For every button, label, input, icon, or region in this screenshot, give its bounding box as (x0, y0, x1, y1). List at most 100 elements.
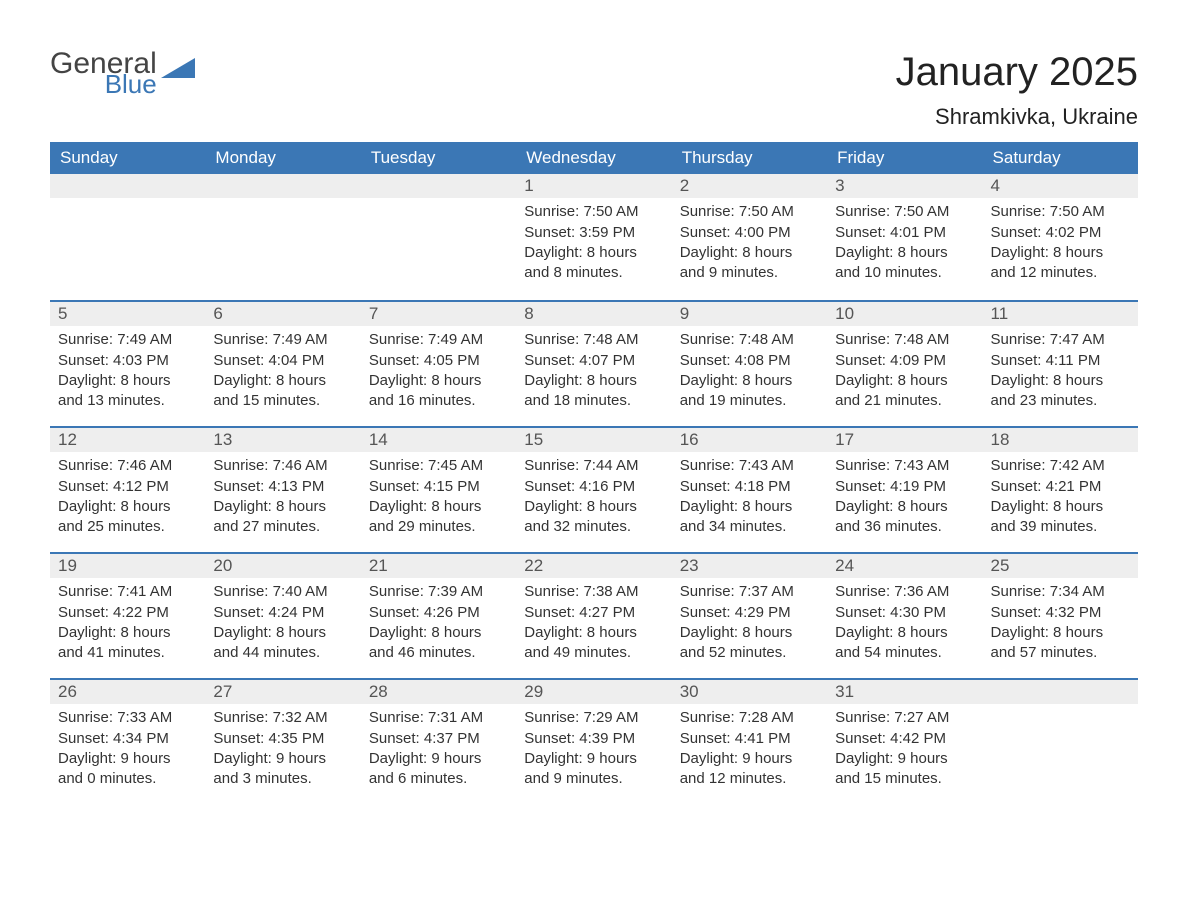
day-number: 28 (361, 678, 516, 704)
daylight-line: Daylight: 8 hours and 49 minutes. (524, 623, 663, 664)
day-details: Sunrise: 7:38 AMSunset: 4:27 PMDaylight:… (516, 578, 671, 667)
calendar-day-cell: 1Sunrise: 7:50 AMSunset: 3:59 PMDaylight… (516, 174, 671, 300)
sunset-line: Sunset: 4:41 PM (680, 729, 819, 749)
sunset-line: Sunset: 4:03 PM (58, 351, 197, 371)
calendar-table: SundayMondayTuesdayWednesdayThursdayFrid… (50, 142, 1138, 804)
day-details: Sunrise: 7:50 AMSunset: 3:59 PMDaylight:… (516, 198, 671, 287)
calendar-day-cell: 18Sunrise: 7:42 AMSunset: 4:21 PMDayligh… (983, 426, 1138, 552)
day-details: Sunrise: 7:50 AMSunset: 4:01 PMDaylight:… (827, 198, 982, 287)
daylight-line: Daylight: 8 hours and 12 minutes. (991, 243, 1130, 284)
calendar-day-cell: 3Sunrise: 7:50 AMSunset: 4:01 PMDaylight… (827, 174, 982, 300)
daylight-line: Daylight: 8 hours and 44 minutes. (213, 623, 352, 664)
day-number: 10 (827, 300, 982, 326)
day-number: 29 (516, 678, 671, 704)
calendar-day-cell: 2Sunrise: 7:50 AMSunset: 4:00 PMDaylight… (672, 174, 827, 300)
title-block: January 2025 (896, 50, 1138, 95)
sunrise-line: Sunrise: 7:49 AM (213, 330, 352, 350)
day-details: Sunrise: 7:47 AMSunset: 4:11 PMDaylight:… (983, 326, 1138, 415)
day-details: Sunrise: 7:43 AMSunset: 4:19 PMDaylight:… (827, 452, 982, 541)
daylight-line: Daylight: 8 hours and 13 minutes. (58, 371, 197, 412)
logo: General Blue (50, 50, 195, 96)
sunrise-line: Sunrise: 7:50 AM (991, 202, 1130, 222)
calendar-day-cell: 11Sunrise: 7:47 AMSunset: 4:11 PMDayligh… (983, 300, 1138, 426)
calendar-body: 1Sunrise: 7:50 AMSunset: 3:59 PMDaylight… (50, 174, 1138, 804)
day-details: Sunrise: 7:48 AMSunset: 4:07 PMDaylight:… (516, 326, 671, 415)
day-details: Sunrise: 7:46 AMSunset: 4:12 PMDaylight:… (50, 452, 205, 541)
calendar-day-cell: 14Sunrise: 7:45 AMSunset: 4:15 PMDayligh… (361, 426, 516, 552)
day-details: Sunrise: 7:27 AMSunset: 4:42 PMDaylight:… (827, 704, 982, 793)
calendar-day-cell: 16Sunrise: 7:43 AMSunset: 4:18 PMDayligh… (672, 426, 827, 552)
day-details: Sunrise: 7:49 AMSunset: 4:03 PMDaylight:… (50, 326, 205, 415)
daylight-line: Daylight: 8 hours and 46 minutes. (369, 623, 508, 664)
calendar-day-cell (50, 174, 205, 300)
calendar-day-cell: 13Sunrise: 7:46 AMSunset: 4:13 PMDayligh… (205, 426, 360, 552)
day-number: 13 (205, 426, 360, 452)
sunset-line: Sunset: 4:24 PM (213, 603, 352, 623)
sunset-line: Sunset: 4:21 PM (991, 477, 1130, 497)
calendar-day-cell: 28Sunrise: 7:31 AMSunset: 4:37 PMDayligh… (361, 678, 516, 804)
day-number: 8 (516, 300, 671, 326)
daylight-line: Daylight: 8 hours and 39 minutes. (991, 497, 1130, 538)
sunrise-line: Sunrise: 7:48 AM (835, 330, 974, 350)
day-details (361, 198, 516, 206)
day-details (50, 198, 205, 206)
daylight-line: Daylight: 8 hours and 21 minutes. (835, 371, 974, 412)
daylight-line: Daylight: 9 hours and 0 minutes. (58, 749, 197, 790)
sunset-line: Sunset: 4:13 PM (213, 477, 352, 497)
sunset-line: Sunset: 4:18 PM (680, 477, 819, 497)
day-details: Sunrise: 7:49 AMSunset: 4:04 PMDaylight:… (205, 326, 360, 415)
calendar-day-cell: 22Sunrise: 7:38 AMSunset: 4:27 PMDayligh… (516, 552, 671, 678)
daylight-line: Daylight: 9 hours and 15 minutes. (835, 749, 974, 790)
daylight-line: Daylight: 8 hours and 10 minutes. (835, 243, 974, 284)
sunrise-line: Sunrise: 7:39 AM (369, 582, 508, 602)
day-number: 17 (827, 426, 982, 452)
day-details (983, 704, 1138, 712)
day-details: Sunrise: 7:36 AMSunset: 4:30 PMDaylight:… (827, 578, 982, 667)
day-number: 16 (672, 426, 827, 452)
calendar-day-cell: 29Sunrise: 7:29 AMSunset: 4:39 PMDayligh… (516, 678, 671, 804)
month-title: January 2025 (896, 50, 1138, 95)
day-number: 27 (205, 678, 360, 704)
day-number (50, 174, 205, 198)
calendar-day-cell: 6Sunrise: 7:49 AMSunset: 4:04 PMDaylight… (205, 300, 360, 426)
sunset-line: Sunset: 4:11 PM (991, 351, 1130, 371)
calendar-week-row: 5Sunrise: 7:49 AMSunset: 4:03 PMDaylight… (50, 300, 1138, 426)
sunrise-line: Sunrise: 7:45 AM (369, 456, 508, 476)
day-details: Sunrise: 7:39 AMSunset: 4:26 PMDaylight:… (361, 578, 516, 667)
day-number: 7 (361, 300, 516, 326)
weekday-header: Sunday (50, 142, 205, 174)
sunrise-line: Sunrise: 7:31 AM (369, 708, 508, 728)
day-number: 9 (672, 300, 827, 326)
day-number: 30 (672, 678, 827, 704)
calendar-day-cell: 21Sunrise: 7:39 AMSunset: 4:26 PMDayligh… (361, 552, 516, 678)
day-number: 1 (516, 174, 671, 198)
calendar-day-cell: 25Sunrise: 7:34 AMSunset: 4:32 PMDayligh… (983, 552, 1138, 678)
day-number: 24 (827, 552, 982, 578)
day-number: 15 (516, 426, 671, 452)
day-number (205, 174, 360, 198)
calendar-day-cell: 5Sunrise: 7:49 AMSunset: 4:03 PMDaylight… (50, 300, 205, 426)
daylight-line: Daylight: 8 hours and 34 minutes. (680, 497, 819, 538)
day-details: Sunrise: 7:34 AMSunset: 4:32 PMDaylight:… (983, 578, 1138, 667)
sunrise-line: Sunrise: 7:27 AM (835, 708, 974, 728)
day-details: Sunrise: 7:33 AMSunset: 4:34 PMDaylight:… (50, 704, 205, 793)
calendar-day-cell: 4Sunrise: 7:50 AMSunset: 4:02 PMDaylight… (983, 174, 1138, 300)
sunrise-line: Sunrise: 7:50 AM (680, 202, 819, 222)
day-number: 22 (516, 552, 671, 578)
daylight-line: Daylight: 8 hours and 9 minutes. (680, 243, 819, 284)
day-number: 19 (50, 552, 205, 578)
weekday-header-row: SundayMondayTuesdayWednesdayThursdayFrid… (50, 142, 1138, 174)
calendar-day-cell: 10Sunrise: 7:48 AMSunset: 4:09 PMDayligh… (827, 300, 982, 426)
sunrise-line: Sunrise: 7:33 AM (58, 708, 197, 728)
day-details: Sunrise: 7:31 AMSunset: 4:37 PMDaylight:… (361, 704, 516, 793)
daylight-line: Daylight: 8 hours and 36 minutes. (835, 497, 974, 538)
sunset-line: Sunset: 4:05 PM (369, 351, 508, 371)
sunset-line: Sunset: 4:34 PM (58, 729, 197, 749)
day-number: 26 (50, 678, 205, 704)
daylight-line: Daylight: 8 hours and 18 minutes. (524, 371, 663, 412)
calendar-day-cell: 7Sunrise: 7:49 AMSunset: 4:05 PMDaylight… (361, 300, 516, 426)
weekday-header: Tuesday (361, 142, 516, 174)
calendar-day-cell: 12Sunrise: 7:46 AMSunset: 4:12 PMDayligh… (50, 426, 205, 552)
sunrise-line: Sunrise: 7:29 AM (524, 708, 663, 728)
calendar-day-cell: 30Sunrise: 7:28 AMSunset: 4:41 PMDayligh… (672, 678, 827, 804)
